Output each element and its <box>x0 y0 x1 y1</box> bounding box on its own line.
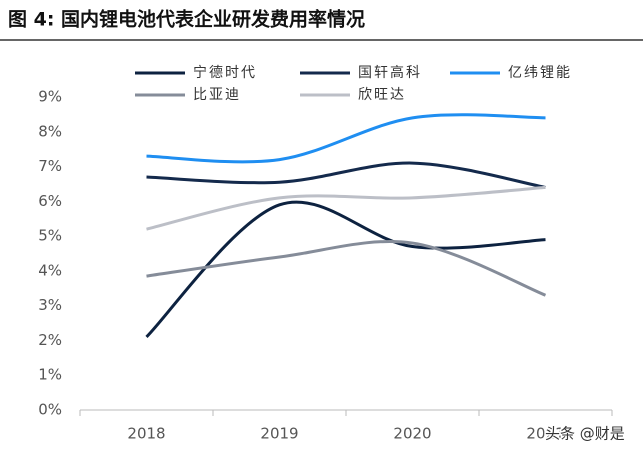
watermark: 头条 @财是 <box>545 425 625 443</box>
chart-title: 图 4: 国内锂电池代表企业研发费用率情况 <box>8 8 365 31</box>
series-line <box>146 161 546 189</box>
series-line <box>146 185 546 231</box>
y-tick-label: 8% <box>38 122 62 140</box>
y-tick-label: 9% <box>38 88 62 106</box>
legend-label: 亿纬锂能 <box>508 65 572 81</box>
x-tick-label: 2021 <box>526 425 564 443</box>
y-tick-label: 2% <box>38 331 62 349</box>
series-line <box>146 240 547 297</box>
legend-label: 宁德时代 <box>193 64 257 81</box>
y-tick-label: 1% <box>38 366 62 384</box>
x-tick-label: 2019 <box>260 425 298 443</box>
x-tick-label: 2020 <box>393 425 431 443</box>
legend-label: 比亚迪 <box>193 87 241 103</box>
y-tick-label: 5% <box>38 227 62 245</box>
y-tick-label: 0% <box>38 401 62 419</box>
series-line <box>145 200 546 339</box>
legend-label: 欣旺达 <box>358 87 406 103</box>
legend-label: 国轩高科 <box>358 64 422 81</box>
y-tick-label: 6% <box>38 192 62 210</box>
series-line <box>146 113 546 164</box>
x-tick-label: 2018 <box>127 425 165 443</box>
y-tick-label: 3% <box>38 296 62 314</box>
y-tick-label: 7% <box>38 157 62 175</box>
y-tick-label: 4% <box>38 261 62 279</box>
